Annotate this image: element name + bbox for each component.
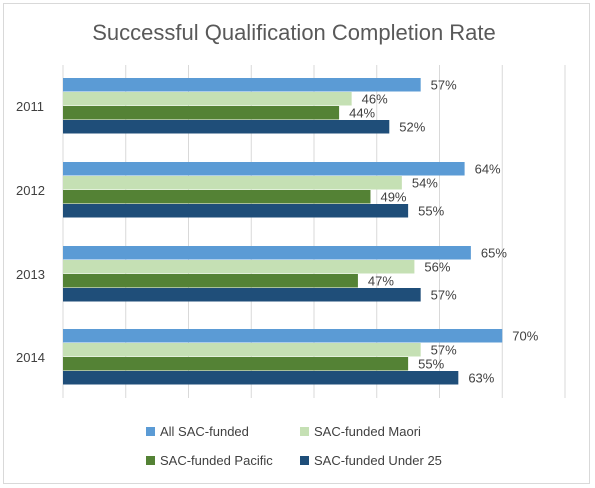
bar [63,343,421,357]
data-label: 70% [512,328,538,343]
bars [63,78,503,385]
data-label: 64% [475,161,501,176]
legend-swatch [300,456,309,465]
bar [63,288,421,302]
legend-label: SAC-funded Maori [314,424,421,439]
data-labels: 57% 46%44% 52% 64% 54% 49% 55% 65% 56% 47% 57% 70% 5… [349,77,539,385]
legend-label: SAC-funded Under 25 [314,453,442,468]
bar [63,329,503,343]
data-label: 47% [368,273,394,288]
chart-title: Successful Qualification Completion Rate [92,20,496,45]
bar [63,246,471,260]
data-label: 57% [431,342,457,357]
data-label: 55% [418,356,444,371]
bar [63,260,415,274]
y-axis-ticks: 2011 2012 2013 2014 [16,99,45,365]
data-label: 52% [399,119,425,134]
y-tick-label: 2012 [16,183,45,198]
bar [63,190,371,204]
y-tick-label: 2013 [16,267,45,282]
bar [63,78,421,92]
legend-swatch [146,456,155,465]
bar [63,106,340,120]
y-tick-label: 2011 [16,99,44,114]
data-label: 57% [431,77,457,92]
data-label: 63% [468,370,494,385]
y-tick-label: 2014 [16,350,45,365]
bar [63,120,390,134]
data-label: 55% [418,203,444,218]
data-label: 49% [380,189,406,204]
bar [63,274,358,288]
bar [63,92,352,106]
legend: All SAC-funded SAC-funded Maori SAC-funded… [146,424,442,468]
data-label: 54% [412,175,438,190]
data-label: 46% [362,91,388,106]
data-label: 57% [431,287,457,302]
bar [63,357,409,371]
legend-swatch [300,427,309,436]
bar [63,371,459,385]
bar [63,204,409,218]
data-label: 65% [481,245,507,260]
data-label: 44% [349,105,375,120]
legend-label: SAC-funded Pacific [160,453,273,468]
bar [63,162,465,176]
legend-label: All SAC-funded [160,424,249,439]
bar [63,176,402,190]
legend-swatch [146,427,155,436]
data-label: 56% [424,259,450,274]
